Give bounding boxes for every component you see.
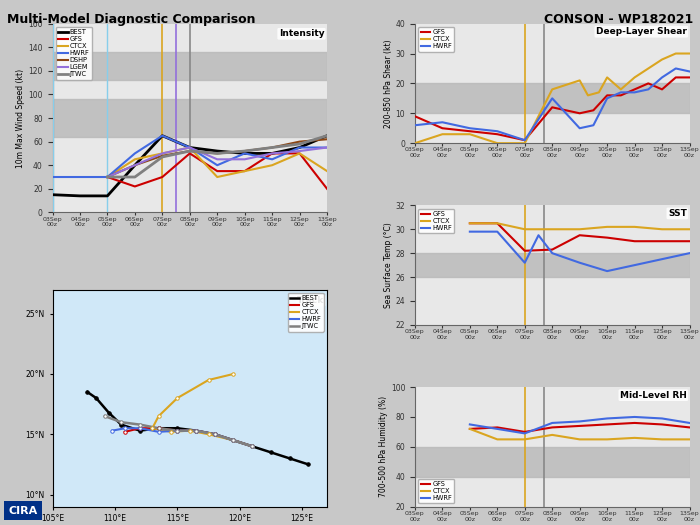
Y-axis label: Sea Surface Temp (°C): Sea Surface Temp (°C) xyxy=(384,222,393,308)
Legend: GFS, CTCX, HWRF: GFS, CTCX, HWRF xyxy=(419,27,454,51)
Legend: BEST, GFS, CTCX, HWRF, JTWC: BEST, GFS, CTCX, HWRF, JTWC xyxy=(288,293,323,331)
Bar xyxy=(52,99,327,137)
Text: Deep-Layer Shear: Deep-Layer Shear xyxy=(596,27,687,36)
Bar xyxy=(415,83,690,113)
Y-axis label: 700-500 hPa Humidity (%): 700-500 hPa Humidity (%) xyxy=(379,396,388,497)
Legend: BEST, GFS, CTCX, HWRF, DSHP, LGEM, JTWC: BEST, GFS, CTCX, HWRF, DSHP, LGEM, JTWC xyxy=(56,27,92,80)
Legend: GFS, CTCX, HWRF: GFS, CTCX, HWRF xyxy=(419,479,454,503)
Text: Track: Track xyxy=(297,296,324,305)
Text: SST: SST xyxy=(668,209,687,218)
Text: Multi-Model Diagnostic Comparison: Multi-Model Diagnostic Comparison xyxy=(7,13,256,26)
Text: Intensity: Intensity xyxy=(279,29,324,38)
Bar xyxy=(52,52,327,80)
Y-axis label: 10m Max Wind Speed (kt): 10m Max Wind Speed (kt) xyxy=(17,68,25,167)
Text: CIRA: CIRA xyxy=(8,506,38,516)
Y-axis label: 200-850 hPa Shear (kt): 200-850 hPa Shear (kt) xyxy=(384,39,393,128)
Bar xyxy=(415,447,690,477)
Bar xyxy=(415,253,690,277)
Text: Mid-Level RH: Mid-Level RH xyxy=(620,391,687,400)
Legend: GFS, CTCX, HWRF: GFS, CTCX, HWRF xyxy=(419,208,454,233)
Text: CONSON - WP182021: CONSON - WP182021 xyxy=(544,13,693,26)
